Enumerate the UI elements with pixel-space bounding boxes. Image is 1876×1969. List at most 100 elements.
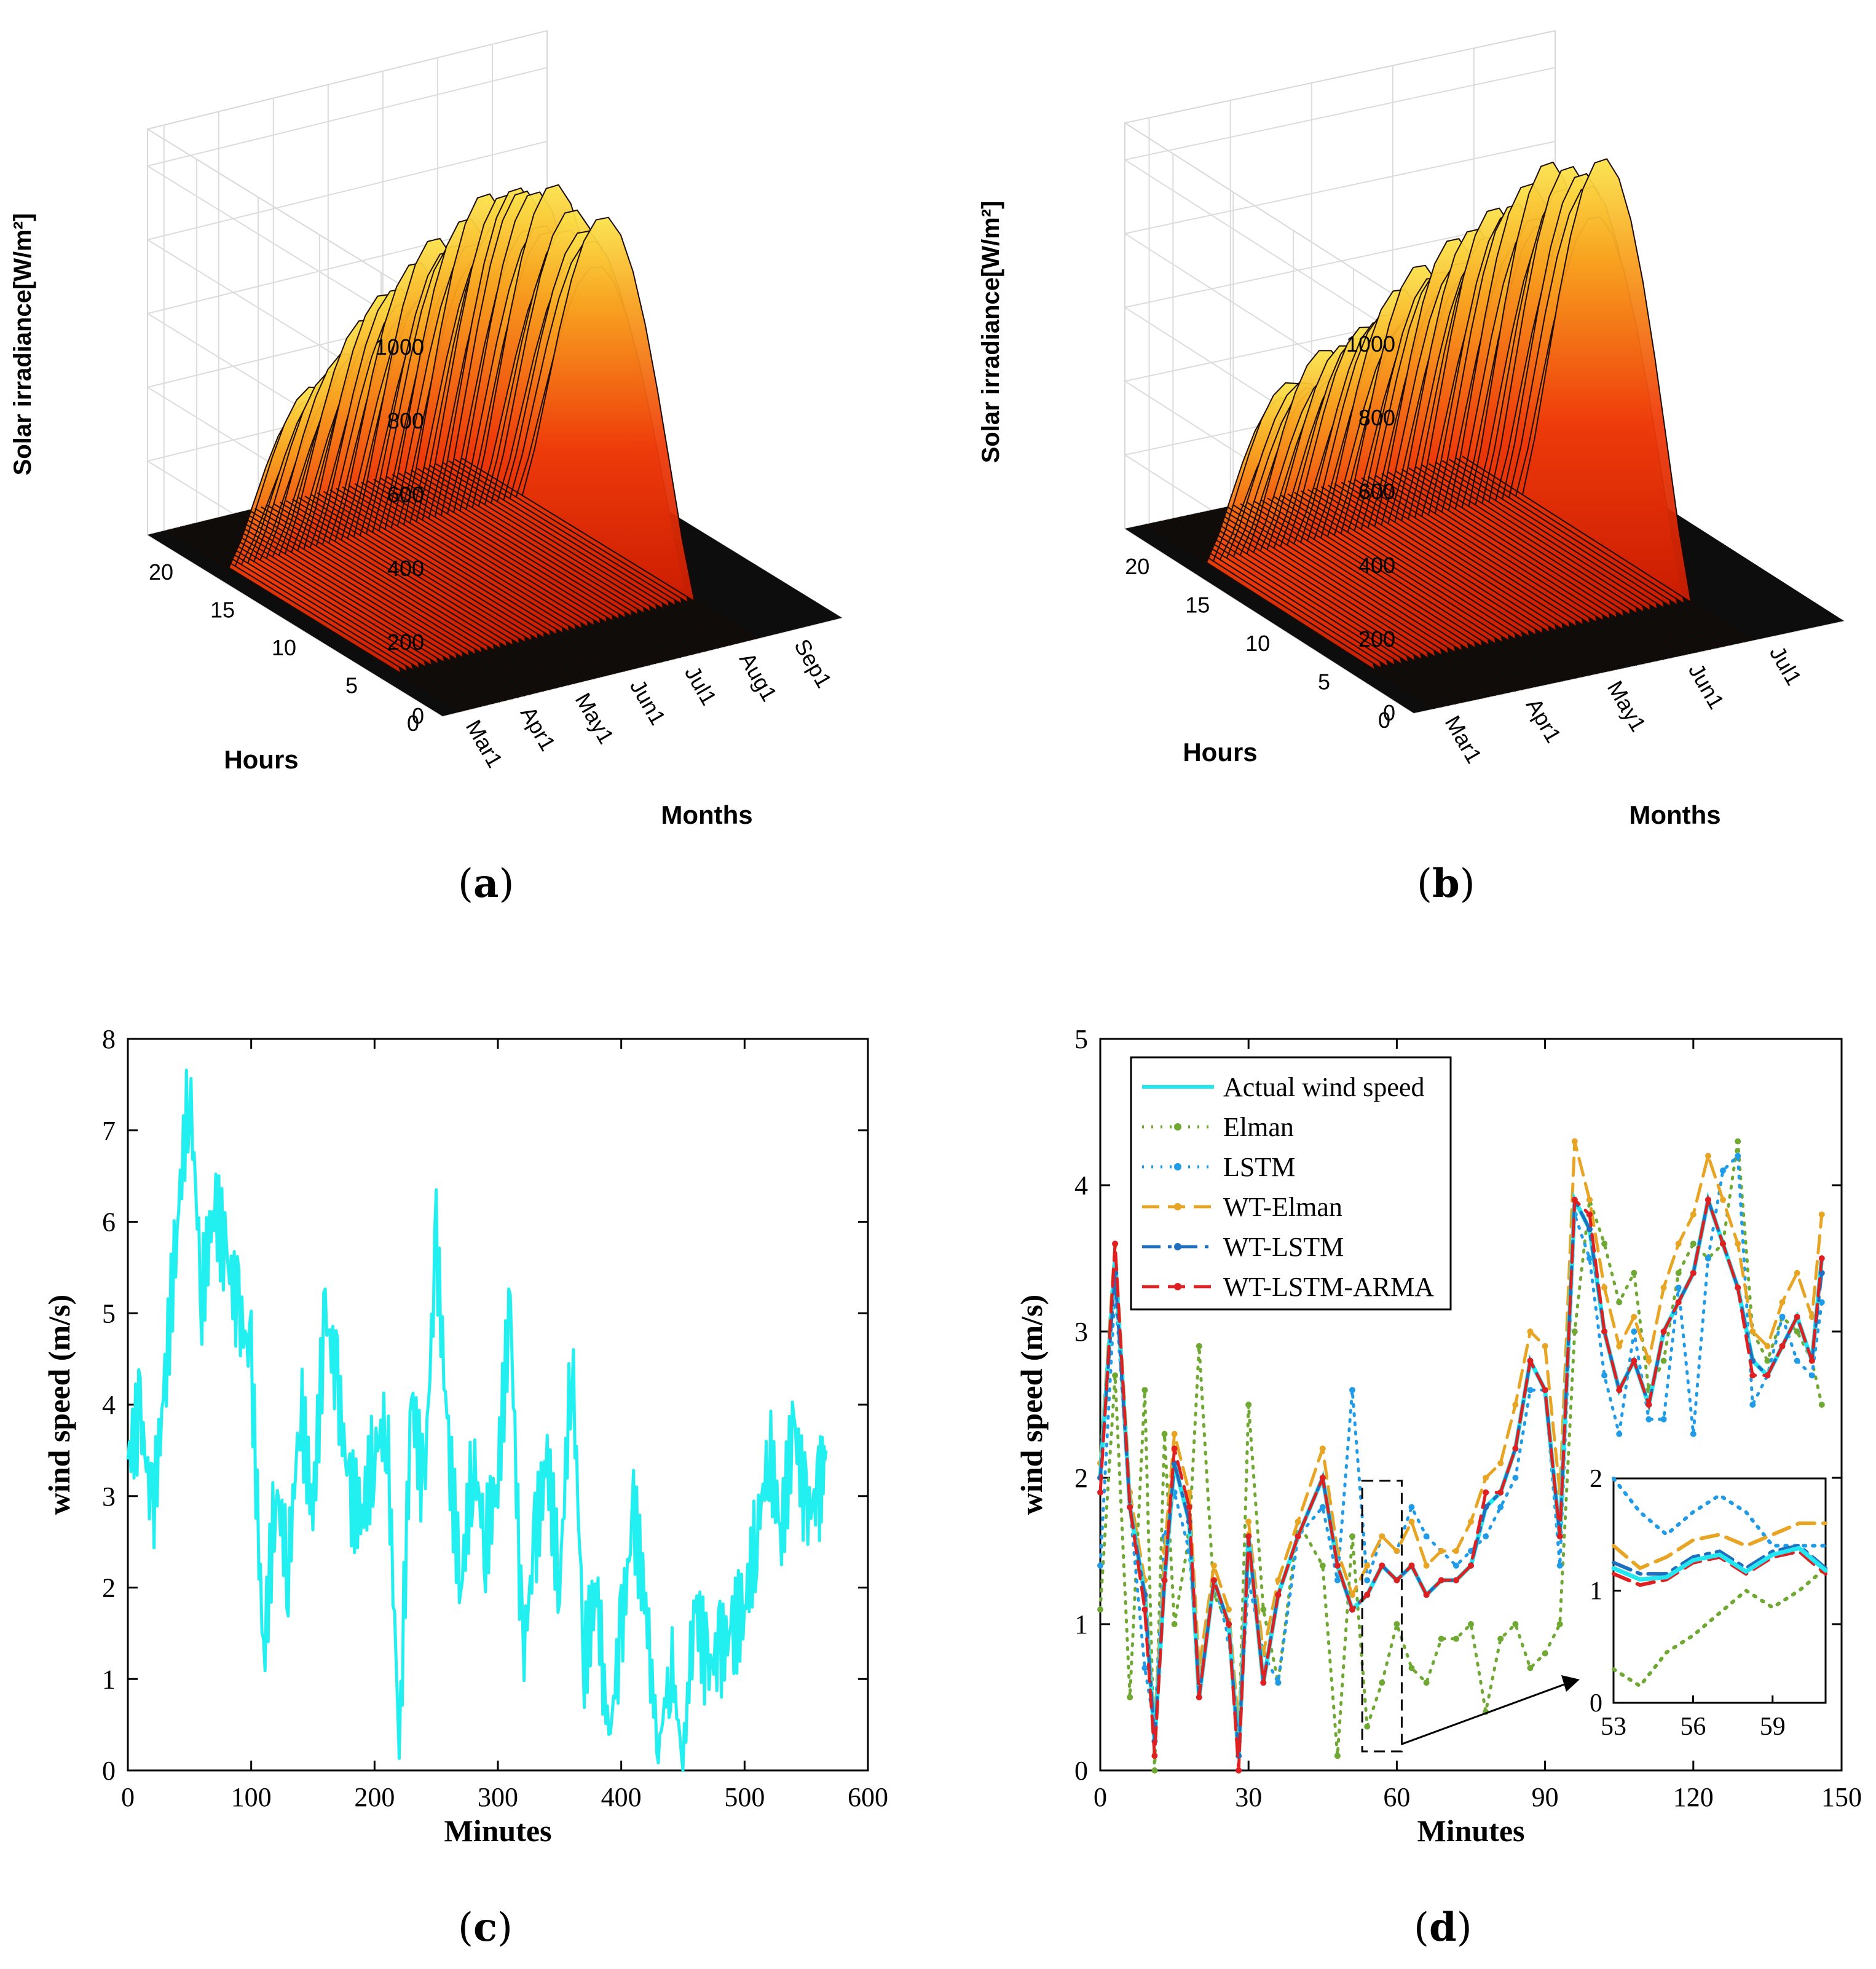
panel-label-a: (a) <box>458 861 514 907</box>
y-tick-label: 0 <box>102 1756 116 1786</box>
y-tick-label: 1 <box>102 1664 116 1694</box>
x-axis-label: Months <box>1629 800 1720 829</box>
data-point <box>1720 1167 1726 1174</box>
data-point <box>1645 1357 1652 1364</box>
data-point <box>1616 1299 1623 1306</box>
data-point <box>1586 1196 1593 1203</box>
data-point <box>1808 1357 1815 1364</box>
data-point <box>1497 1489 1504 1496</box>
data-point <box>1690 1430 1697 1437</box>
data-point <box>1720 1196 1726 1203</box>
data-point <box>1660 1416 1667 1422</box>
data-point <box>1295 1518 1301 1525</box>
data-point <box>1818 1211 1825 1218</box>
data-point <box>1210 1562 1217 1569</box>
z-tick-label: 800 <box>387 408 424 433</box>
surface-ridge <box>460 216 757 640</box>
data-point <box>1675 1269 1682 1276</box>
data-point <box>1319 1504 1326 1510</box>
data-point <box>1616 1387 1623 1394</box>
data-point <box>1468 1621 1474 1627</box>
data-point <box>1275 1577 1282 1584</box>
y-tick-label: 20 <box>1125 554 1149 579</box>
zoom-region-box <box>1361 1480 1403 1753</box>
y-tick-label: 20 <box>149 559 173 585</box>
data-point <box>1779 1343 1786 1349</box>
data-point <box>1542 1650 1548 1657</box>
x-tick-label: Jul1 <box>680 661 722 709</box>
data-point <box>1127 1694 1133 1700</box>
legend-label: WT-LSTM <box>1223 1232 1344 1262</box>
legend-marker <box>1174 1243 1181 1250</box>
data-point <box>1705 1153 1711 1159</box>
z-tick-label: 0 <box>412 703 424 728</box>
data-point <box>1334 1562 1341 1569</box>
data-point <box>1295 1533 1301 1540</box>
data-point <box>1408 1518 1415 1525</box>
panel-a-surface-chart: 0 200 400 600 800 1000 0 5 10 15 20 Mar1 Apr1 May1 Jun… <box>9 30 843 829</box>
data-point <box>1438 1577 1444 1584</box>
legend-marker <box>1174 1203 1181 1210</box>
y-tick-label: 8 <box>102 1024 116 1054</box>
data-point <box>1705 1255 1711 1261</box>
data-point <box>1660 1284 1667 1291</box>
data-point <box>1794 1357 1800 1364</box>
data-point <box>1794 1269 1800 1276</box>
data-point <box>1452 1635 1459 1642</box>
data-point <box>1186 1489 1192 1496</box>
x-tick-label: 600 <box>848 1782 888 1812</box>
data-point <box>1423 1592 1430 1598</box>
x-tick-label: 150 <box>1821 1782 1862 1812</box>
inset-series-wt-elman <box>1612 1521 1827 1571</box>
data-point <box>1151 1767 1158 1774</box>
legend-label: LSTM <box>1223 1152 1295 1182</box>
y-axis-label: Hours <box>1183 738 1257 767</box>
data-point <box>1808 1314 1815 1320</box>
data-point <box>1379 1679 1385 1686</box>
inset-series-wt-lstm <box>1612 1544 1827 1576</box>
x-tick-label: 90 <box>1532 1782 1559 1812</box>
data-point <box>1161 1577 1168 1584</box>
data-point <box>1349 1606 1355 1613</box>
x-tick-label: 0 <box>1094 1782 1107 1812</box>
data-point <box>1334 1753 1341 1759</box>
z-tick-label: 200 <box>1358 626 1395 652</box>
data-point <box>1408 1504 1415 1510</box>
data-point <box>1542 1387 1548 1394</box>
y-tick-label: 2 <box>102 1573 116 1603</box>
legend-label: WT-Elman <box>1223 1192 1342 1222</box>
data-point <box>1319 1475 1326 1481</box>
data-point <box>1749 1372 1756 1379</box>
data-point <box>1260 1606 1267 1613</box>
data-point <box>1112 1372 1119 1379</box>
data-point <box>1601 1372 1608 1379</box>
data-point <box>1393 1577 1400 1584</box>
x-axis-label: Minutes <box>444 1813 552 1848</box>
x-tick-label: Sep1 <box>789 634 837 692</box>
data-point <box>1171 1430 1178 1437</box>
inset-y-tick-label: 1 <box>1590 1577 1602 1606</box>
data-point <box>1556 1533 1563 1540</box>
data-point <box>1236 1767 1242 1774</box>
data-point <box>1527 1665 1534 1671</box>
inset-plot-area <box>1612 1477 1827 1704</box>
x-tick-label: Aug1 <box>735 648 782 705</box>
data-point <box>1260 1679 1267 1686</box>
data-point <box>1483 1489 1489 1496</box>
data-point <box>1112 1241 1119 1247</box>
data-point <box>1097 1562 1103 1569</box>
data-point <box>1319 1445 1326 1452</box>
data-point <box>1645 1402 1652 1408</box>
x-tick-label: Jun1 <box>1684 659 1730 713</box>
data-point <box>1601 1241 1608 1247</box>
data-point <box>1527 1387 1534 1394</box>
data-point <box>1818 1299 1825 1306</box>
data-point <box>1631 1357 1638 1364</box>
z-tick-label: 1000 <box>1346 331 1395 357</box>
data-point <box>1349 1387 1355 1394</box>
series-line-wind-speed <box>126 1068 828 1772</box>
legend-marker <box>1174 1123 1181 1130</box>
y-tick-label: 5 <box>345 673 358 698</box>
data-point <box>1764 1357 1771 1364</box>
